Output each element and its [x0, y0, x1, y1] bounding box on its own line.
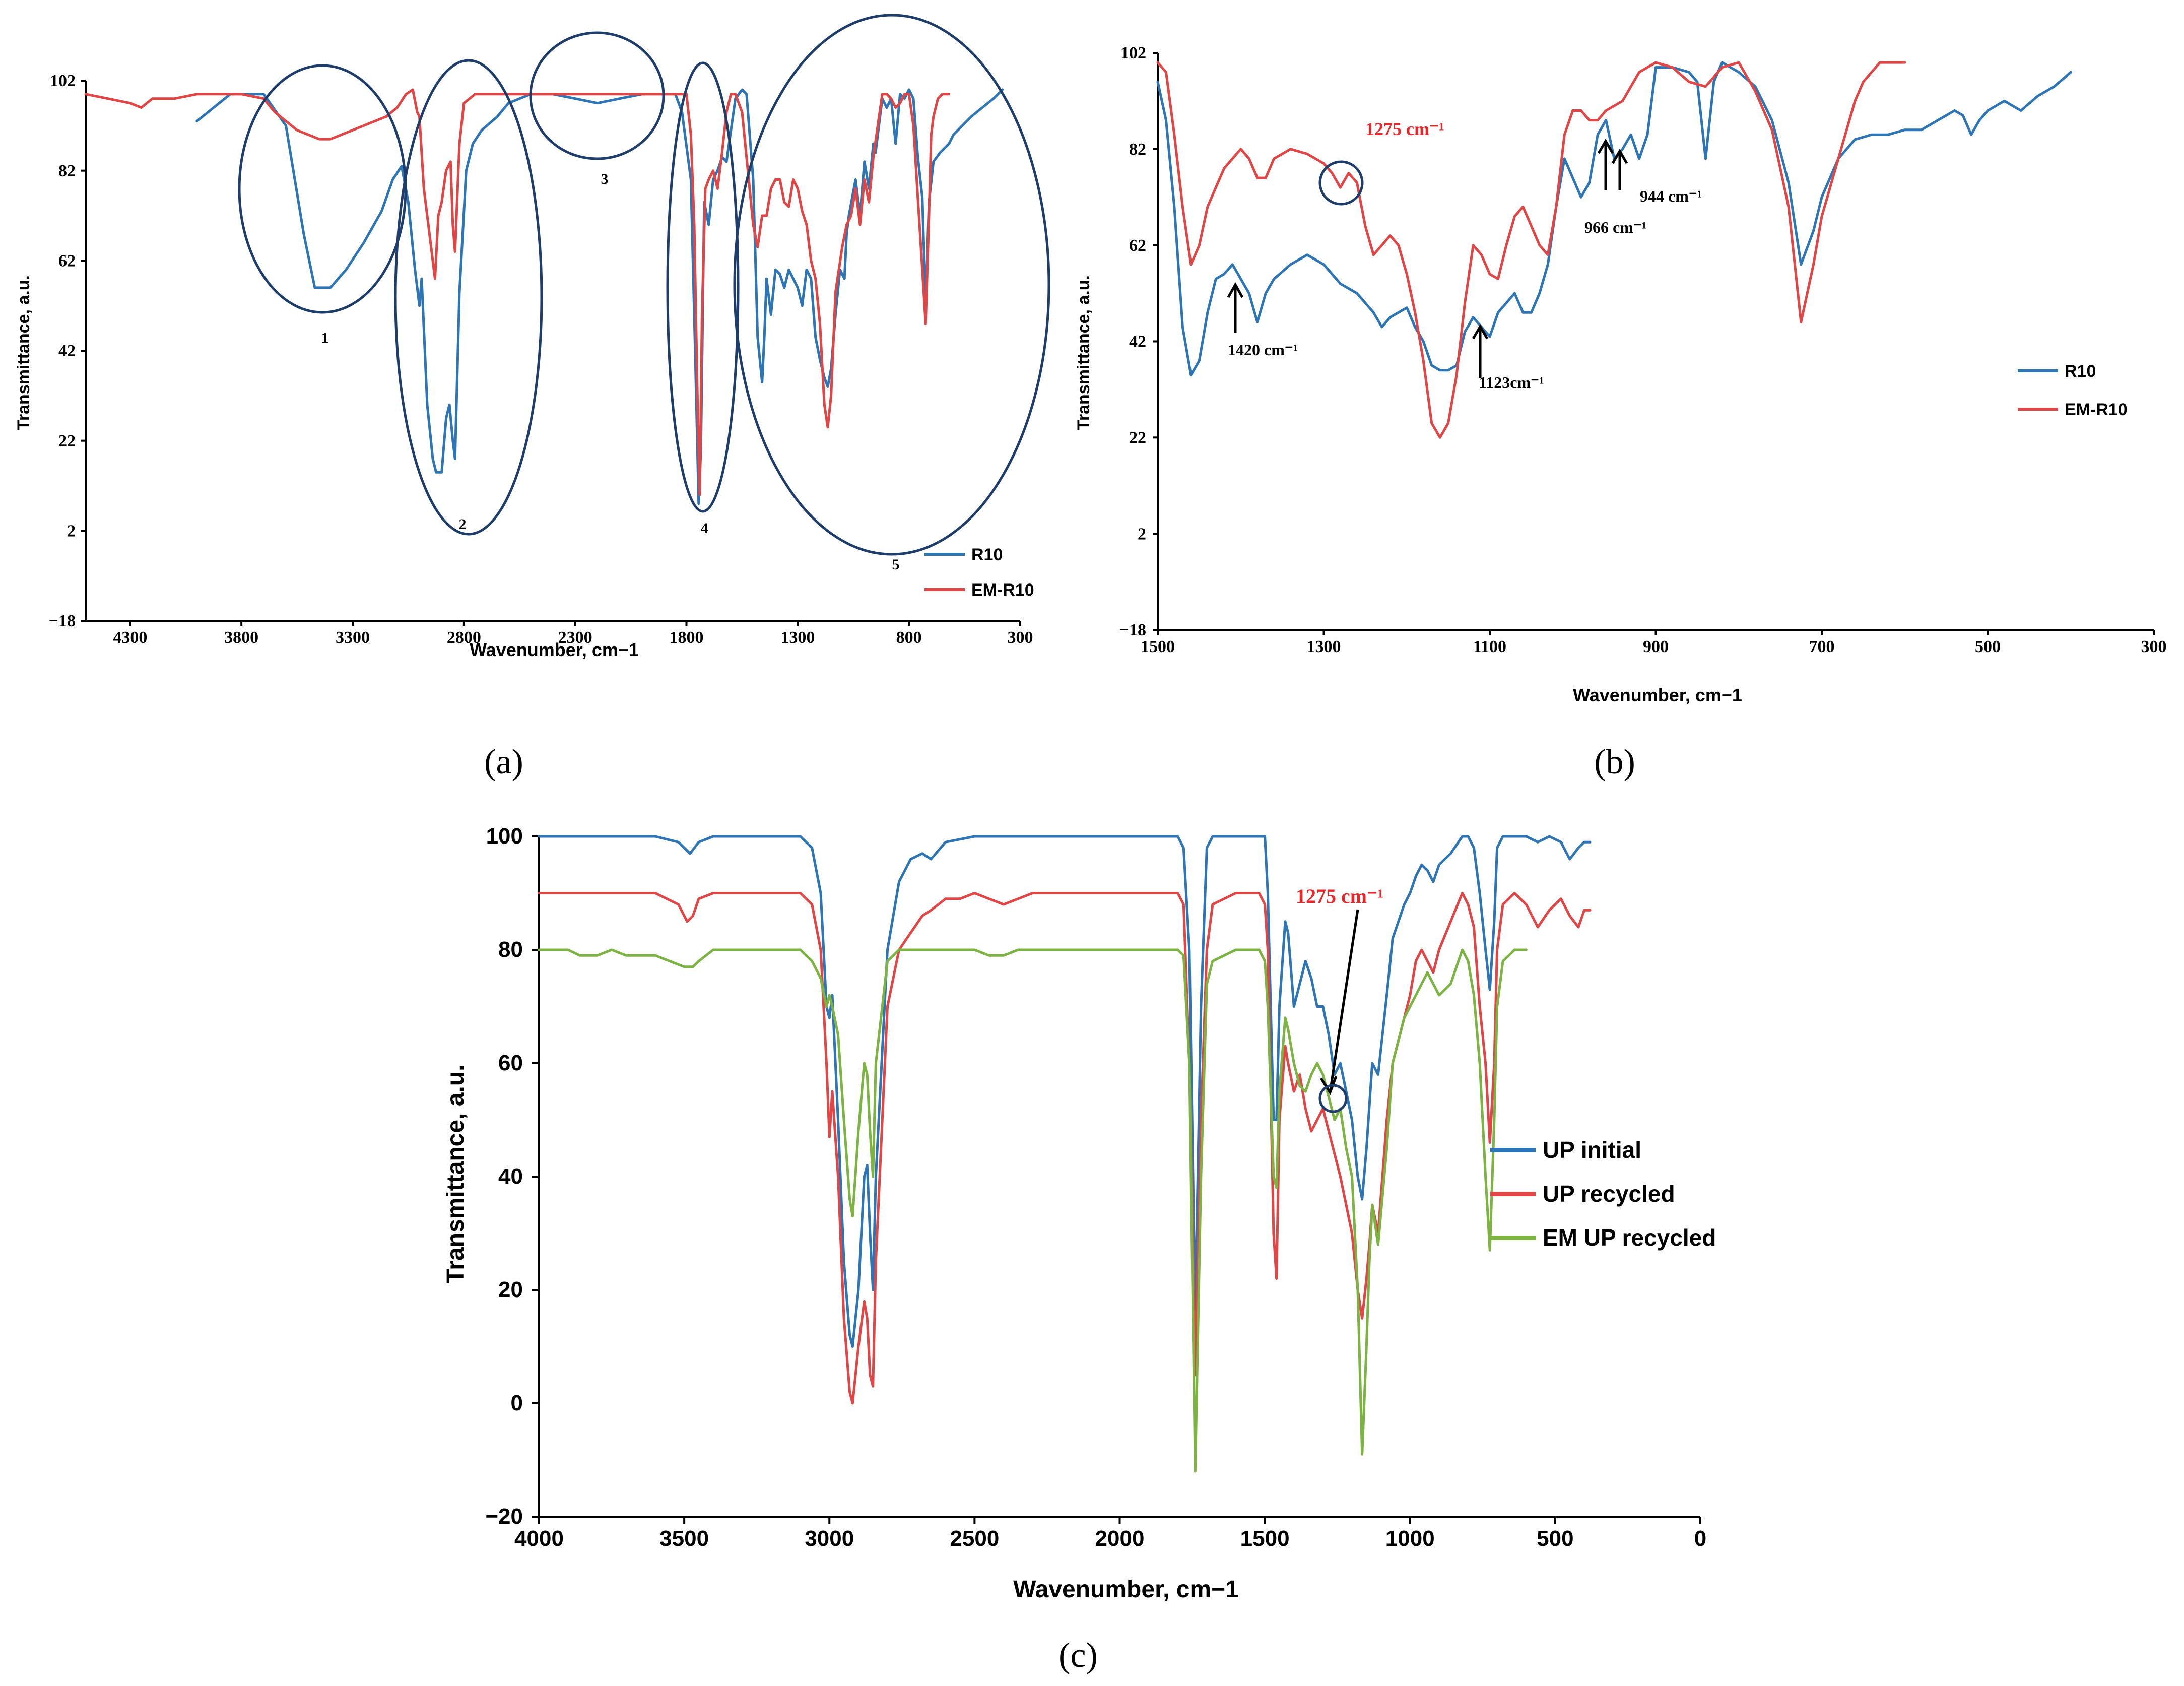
panel-b-series-em-r10: [1156, 61, 1906, 439]
panel-c-x-tick-label: 4000: [514, 1526, 564, 1551]
panel-b-1275-circle: [1318, 160, 1364, 206]
panel-b-x-tick-label: 1100: [1473, 637, 1506, 656]
panel-a-y-tick-label: 42: [58, 342, 76, 360]
panel-c-legend-up-initial: UP initial: [1543, 1137, 1641, 1163]
panel-c-label: (c): [1058, 1636, 1098, 1675]
panel-c-y-tick-label: −20: [485, 1504, 523, 1529]
panel-c-series-up-recycled: [538, 892, 1592, 1405]
panel-c-series-em-up-recycled: [538, 948, 1528, 1473]
panel-a-region-5-ellipse: [733, 14, 1050, 556]
panel-c-x-tick-label: 1000: [1385, 1526, 1435, 1551]
panel-a-y-tick-label: −18: [49, 612, 76, 630]
panel-a-legend-em-r10: EM-R10: [971, 580, 1034, 600]
panel-c-legend-swatch-em-up-recycled: [1490, 1236, 1536, 1240]
panel-a-x-tick-label: 1800: [670, 628, 704, 647]
panel-a-label: (a): [484, 743, 523, 782]
panel-c-y-tick-label: 80: [498, 937, 523, 962]
panel-b-x-axis-label: Wavenumber, cm−1: [1573, 685, 1742, 705]
panel-a-x-tick-label: 2800: [447, 628, 481, 647]
panel-a-x-tick-label: 3800: [224, 628, 258, 647]
panel-a-region-5-label: 5: [892, 556, 900, 573]
panel-a-region-3-label: 3: [601, 171, 609, 187]
panel-a-y-tick-label: 2: [67, 522, 76, 541]
panel-a-legend-r10: R10: [971, 545, 1003, 564]
panel-b-y-tick-label: 22: [1129, 429, 1146, 447]
panel-a-x-tick-label: 2300: [558, 628, 592, 647]
panel-a-x-tick-label: 300: [1008, 628, 1033, 647]
panel-c-y-tick-label: 0: [511, 1391, 523, 1415]
panel-a-series-em-r10: [84, 88, 951, 496]
panel-c-x-tick-label: 1500: [1240, 1526, 1290, 1551]
panel-b-x-tick-label: 1500: [1141, 637, 1175, 656]
panel-a-region-2-label: 2: [459, 516, 467, 533]
panel-c-y-tick-label: 40: [498, 1164, 523, 1189]
panel-c-x-axis-label: Wavenumber, cm−1: [1013, 1576, 1239, 1603]
panel-b-y-tick-label: −18: [1119, 621, 1146, 639]
panel-a-series-r10: [195, 88, 1004, 505]
panel-b-x-tick-label: 500: [1975, 637, 2001, 656]
panel-a-x-tick-label: 1300: [780, 628, 815, 647]
panel-a-region-2-ellipse: [394, 59, 543, 536]
panel-b-label: (b): [1594, 743, 1635, 782]
panel-b-arrow-966: [1597, 139, 1614, 190]
panel-b-y-tick-label: 82: [1129, 140, 1146, 159]
panel-b-y-tick-label: 2: [1138, 525, 1146, 543]
panel-c-legend-em-up-recycled: EM UP recycled: [1543, 1224, 1716, 1251]
panel-b-annotation-1275: 1275 cm⁻¹: [1365, 119, 1444, 139]
panel-c-x-tick-label: 2500: [950, 1526, 999, 1551]
panel-a-y-tick-label: 22: [58, 432, 76, 450]
panel-b-y-tick-label: 42: [1129, 333, 1146, 351]
panel-c-x-tick-label: 3500: [659, 1526, 709, 1551]
panel-c-legend-swatch-up-recycled: [1490, 1192, 1536, 1196]
panel-a-x-tick-label: 3300: [336, 628, 370, 647]
panel-c-legend-swatch-up-initial: [1490, 1148, 1536, 1152]
panel-a-region-3-ellipse: [529, 31, 665, 160]
panel-b-y-tick-label: 62: [1129, 236, 1146, 255]
panel-b-arrow-1420: [1227, 282, 1244, 333]
panel-c-y-tick-label: 20: [498, 1277, 523, 1302]
panel-b-y-tick-label: 102: [1120, 44, 1146, 62]
panel-a-region-4-label: 4: [701, 520, 708, 537]
panel-a-x-tick-label: 4300: [113, 628, 147, 647]
panel-b-series-r10: [1156, 61, 2072, 376]
panel-c-legend-up-recycled: UP recycled: [1543, 1181, 1675, 1207]
panel-a-y-axis-label: Transmittance, a.u.: [14, 275, 33, 430]
panel-c-chart: −20 0 20 40 60 80 100 4000 3500 3000 2500 2000 1500…: [442, 824, 1716, 1675]
panel-a-region-4-ellipse: [666, 61, 740, 513]
panel-c-annotation-1275: 1275 cm⁻¹: [1296, 885, 1383, 907]
panel-a-y-tick-label: 82: [58, 162, 76, 180]
panel-b-x-tick-label: 1300: [1307, 637, 1341, 656]
panel-c-x-tick-label: 3000: [805, 1526, 854, 1551]
panel-c-y-tick-label: 60: [498, 1051, 523, 1075]
panel-c-x-tick-label: 500: [1537, 1526, 1573, 1551]
panel-b-annotation-1123: 1123cm⁻¹: [1479, 373, 1544, 392]
panel-b-arrow-1123: [1472, 324, 1489, 378]
panel-a-region-1-ellipse: [238, 64, 407, 314]
panel-b-legend-em-r10: EM-R10: [2065, 400, 2128, 419]
panel-a-region-1-label: 1: [321, 330, 329, 346]
panel-a-y-tick-label: 62: [58, 252, 76, 271]
panel-a-y-tick-label: 102: [50, 72, 76, 90]
panel-b-annotation-966: 966 cm⁻¹: [1584, 218, 1646, 236]
panel-c-x-tick-label: 2000: [1095, 1526, 1145, 1551]
panel-c-y-tick-label: 100: [486, 824, 523, 849]
panel-c-x-tick-label: 0: [1694, 1526, 1706, 1551]
panel-b-y-axis-label: Transmittance, a.u.: [1074, 275, 1093, 430]
panel-b-arrow-944: [1611, 149, 1628, 190]
panel-b-x-tick-label: 900: [1643, 637, 1669, 656]
panel-b-annotation-944: 944 cm⁻¹: [1640, 187, 1702, 205]
panel-a-x-tick-label: 800: [896, 628, 922, 647]
panel-b-legend-r10: R10: [2065, 362, 2096, 381]
panel-b-x-tick-label: 300: [2141, 637, 2167, 656]
panel-c-arrow-1275: [1319, 909, 1359, 1095]
panel-b-x-tick-label: 700: [1809, 637, 1835, 656]
panel-c-1275-circle: [1318, 1084, 1348, 1113]
panel-a-x-axis-label: Wavenumber, cm−1: [470, 639, 639, 660]
panel-b-annotation-1420: 1420 cm⁻¹: [1228, 341, 1298, 359]
panel-c-series-up-initial: [538, 835, 1592, 1348]
panel-c-y-axis-label: Transmittance, a.u.: [442, 1065, 469, 1284]
